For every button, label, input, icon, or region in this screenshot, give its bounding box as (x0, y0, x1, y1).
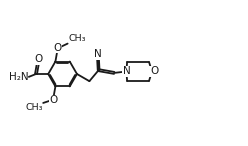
Text: O: O (49, 95, 57, 105)
Text: H₂N: H₂N (9, 72, 28, 82)
Text: CH₃: CH₃ (25, 103, 43, 112)
Text: CH₃: CH₃ (68, 34, 86, 43)
Text: O: O (150, 66, 158, 77)
Text: N: N (94, 49, 102, 59)
Text: O: O (34, 54, 42, 64)
Text: O: O (53, 43, 62, 53)
Text: N: N (123, 66, 130, 77)
